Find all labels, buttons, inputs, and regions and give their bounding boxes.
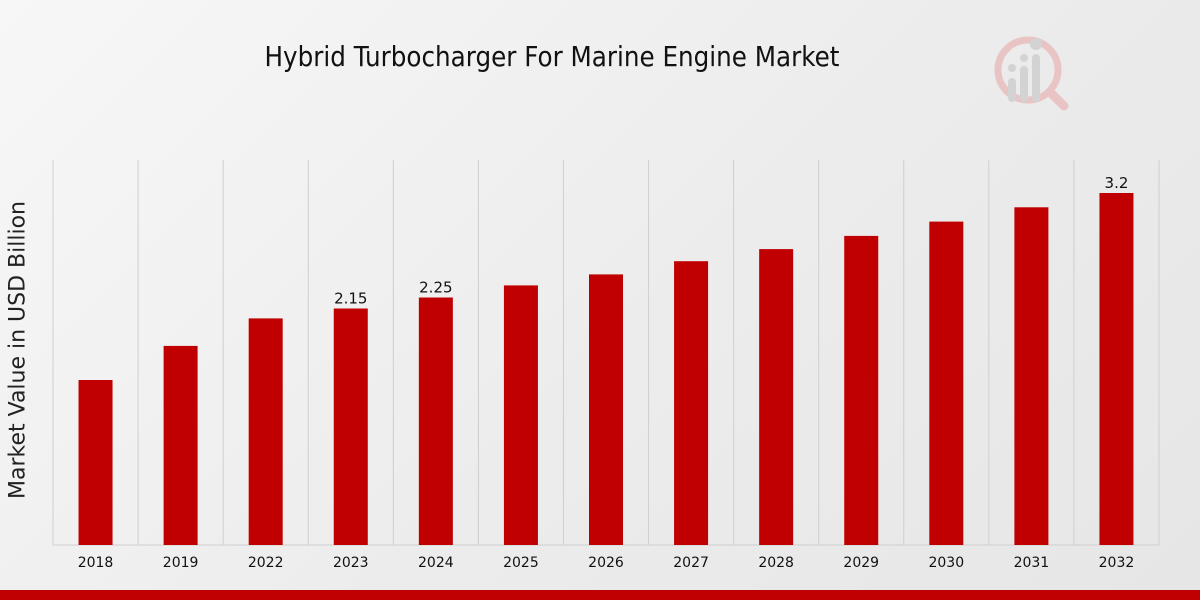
x-tick-label: 2029 bbox=[843, 555, 879, 571]
x-tick-label: 2023 bbox=[333, 555, 369, 571]
bar bbox=[759, 249, 794, 545]
x-tick-label: 2024 bbox=[418, 555, 454, 571]
bar bbox=[844, 235, 879, 545]
x-tick-label: 2018 bbox=[78, 555, 114, 571]
x-tick-label: 2022 bbox=[248, 555, 284, 571]
bar bbox=[929, 221, 964, 545]
bar bbox=[1099, 193, 1134, 545]
bar bbox=[333, 308, 368, 545]
data-label: 3.2 bbox=[1105, 174, 1129, 192]
bar bbox=[674, 261, 709, 545]
x-tick-label: 2028 bbox=[758, 555, 794, 571]
bar bbox=[78, 380, 113, 545]
bar bbox=[1014, 207, 1049, 546]
x-tick-label: 2027 bbox=[673, 555, 709, 571]
data-label: 2.15 bbox=[334, 290, 367, 308]
bottom-accent-bar bbox=[0, 590, 1200, 600]
x-tick-label: 2032 bbox=[1099, 555, 1135, 571]
x-tick-label: 2030 bbox=[928, 555, 964, 571]
bar bbox=[503, 285, 538, 545]
magnifier-chart-icon bbox=[994, 36, 1069, 111]
chart-title: Hybrid Turbocharger For Marine Engine Ma… bbox=[264, 40, 840, 73]
bar bbox=[589, 274, 623, 545]
x-tick-label: 2019 bbox=[163, 555, 199, 571]
data-label: 2.25 bbox=[419, 279, 452, 297]
bar bbox=[248, 318, 283, 545]
x-tick-label: 2031 bbox=[1014, 555, 1050, 571]
x-tick-label: 2025 bbox=[503, 555, 539, 571]
bar bbox=[418, 297, 453, 545]
x-tick-label: 2026 bbox=[588, 555, 624, 571]
bar bbox=[163, 345, 198, 545]
